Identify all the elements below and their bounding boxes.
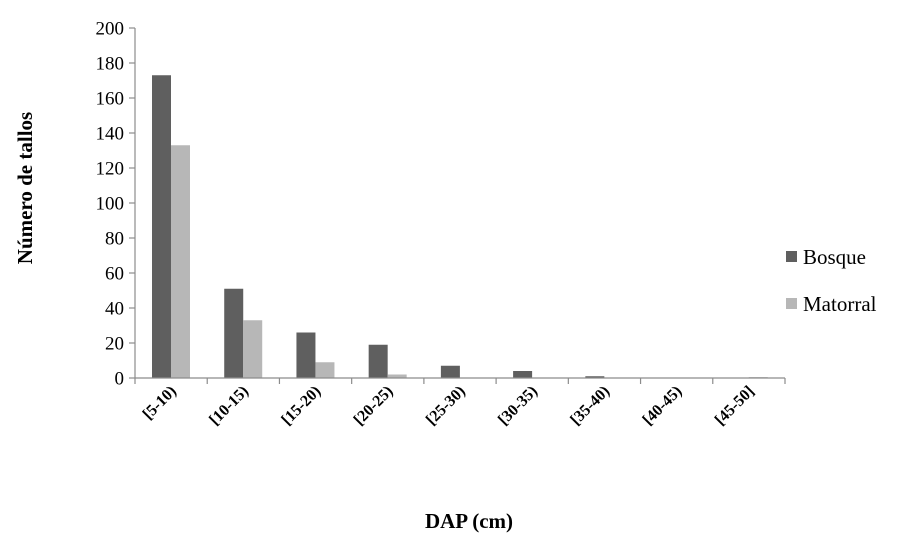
x-axis-ticks: [134, 378, 786, 384]
bar-bosque-0: [152, 75, 171, 378]
y-axis-ticks: 0 20 40 60 80 100 120 140 160 180 200: [96, 19, 135, 390]
x-tick-label: [30-35): [495, 383, 541, 429]
bar-matorral-1: [243, 320, 263, 378]
legend-swatch-matorral: [786, 298, 797, 309]
x-tick-label: [20-25): [351, 383, 397, 429]
x-tick-label: [5-10): [140, 383, 180, 423]
y-tick-label: 40: [105, 299, 124, 320]
y-axis-title: Número de tallos: [13, 112, 37, 264]
x-tick-label: [45-50]: [712, 383, 758, 429]
bar-bosque-5: [513, 371, 533, 378]
bars-group: [152, 75, 768, 378]
x-tick-label: [40-45): [640, 383, 686, 429]
bar-bosque-2: [296, 332, 316, 378]
y-tick-label: 0: [115, 369, 125, 390]
legend: Bosque Matorral: [786, 245, 877, 316]
x-axis-labels: [5-10) [10-15) [15-20) [20-25) [25-30) [30-35…: [140, 383, 758, 429]
bar-bosque-6: [585, 376, 605, 378]
y-tick-label: 180: [96, 54, 125, 75]
y-tick-label: 100: [96, 194, 125, 215]
bar-bosque-3: [368, 344, 388, 378]
y-tick-label: 200: [96, 19, 125, 40]
y-tick-label: 140: [96, 124, 125, 145]
y-tick-label: 60: [105, 264, 124, 285]
legend-label-bosque: Bosque: [803, 245, 866, 269]
y-tick-label: 120: [96, 159, 125, 180]
bar-matorral-3: [387, 374, 407, 378]
y-tick-label: 20: [105, 334, 124, 355]
legend-swatch-bosque: [786, 251, 797, 262]
bar-bosque-4: [440, 365, 460, 378]
x-axis-title: DAP (cm): [425, 509, 513, 533]
bar-bosque-1: [224, 288, 244, 378]
legend-label-matorral: Matorral: [803, 292, 877, 316]
bar-matorral-0: [171, 145, 190, 378]
x-tick-label: [35-40): [567, 383, 613, 429]
x-tick-label: [15-20): [278, 383, 324, 429]
y-tick-label: 160: [96, 89, 125, 110]
x-tick-label: [25-30): [423, 383, 469, 429]
x-tick-label: [10-15): [206, 383, 252, 429]
y-tick-label: 80: [105, 229, 124, 250]
bar-matorral-2: [315, 362, 335, 378]
